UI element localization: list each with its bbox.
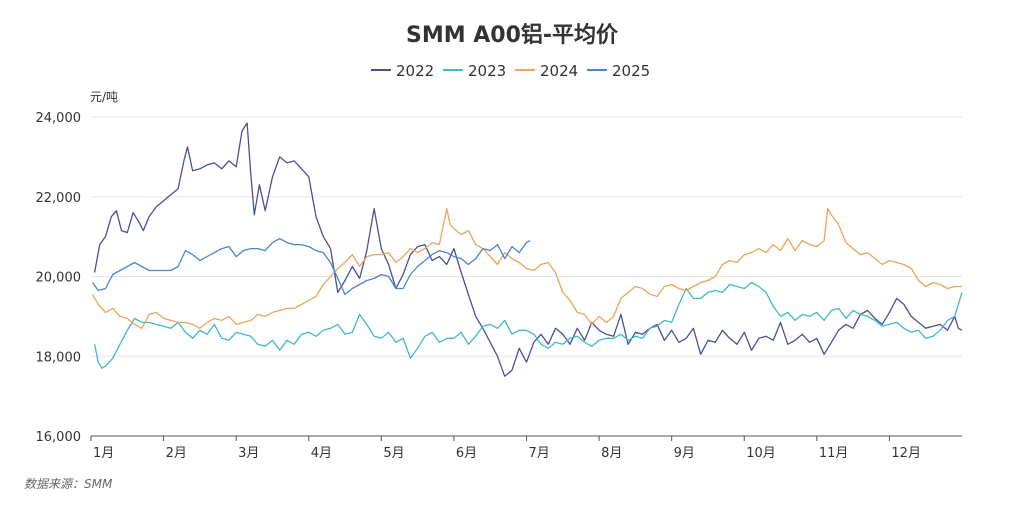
legend: 2022 2023 2024 2025 bbox=[371, 62, 650, 80]
x-axis: 1月 2月 3月 4月 5月 6月 7月 8月 9月 10月 11月 12月 bbox=[90, 436, 921, 461]
series-line-2025 bbox=[91, 237, 531, 296]
series-line-2023 bbox=[93, 281, 963, 369]
x-tick-label: 7月 bbox=[529, 446, 550, 461]
y-tick-label: 16,000 bbox=[36, 430, 82, 445]
x-tick-label: 9月 bbox=[674, 446, 695, 461]
x-tick-label: 12月 bbox=[891, 446, 921, 461]
x-tick-label: 10月 bbox=[746, 446, 776, 461]
series-line-2024 bbox=[91, 208, 962, 329]
series-line-2022 bbox=[93, 122, 963, 377]
grid bbox=[91, 116, 962, 357]
y-tick-label: 24,000 bbox=[36, 111, 82, 126]
y-axis: 16,000 18,000 20,000 22,000 24,000 bbox=[36, 111, 82, 445]
x-tick-label: 8月 bbox=[601, 446, 622, 461]
y-axis-unit: 元/吨 bbox=[90, 90, 118, 104]
x-tick-label: 3月 bbox=[238, 446, 259, 461]
x-tick-label: 5月 bbox=[383, 446, 404, 461]
y-tick-label: 22,000 bbox=[36, 191, 82, 206]
legend-label-2024: 2024 bbox=[540, 62, 578, 80]
x-tick-label: 1月 bbox=[93, 446, 114, 461]
plot-area bbox=[91, 122, 963, 377]
x-tick-label: 2月 bbox=[166, 446, 187, 461]
x-tick-label: 11月 bbox=[819, 446, 849, 461]
y-tick-label: 18,000 bbox=[36, 350, 82, 365]
chart-title: SMM A00铝-平均价 bbox=[406, 22, 619, 48]
x-tick-label: 4月 bbox=[311, 446, 332, 461]
y-tick-label: 20,000 bbox=[36, 271, 82, 286]
legend-label-2023: 2023 bbox=[468, 62, 506, 80]
legend-label-2025: 2025 bbox=[612, 62, 650, 80]
x-tick-label: 6月 bbox=[456, 446, 477, 461]
data-source: 数据来源：SMM bbox=[24, 477, 113, 491]
legend-label-2022: 2022 bbox=[396, 62, 434, 80]
